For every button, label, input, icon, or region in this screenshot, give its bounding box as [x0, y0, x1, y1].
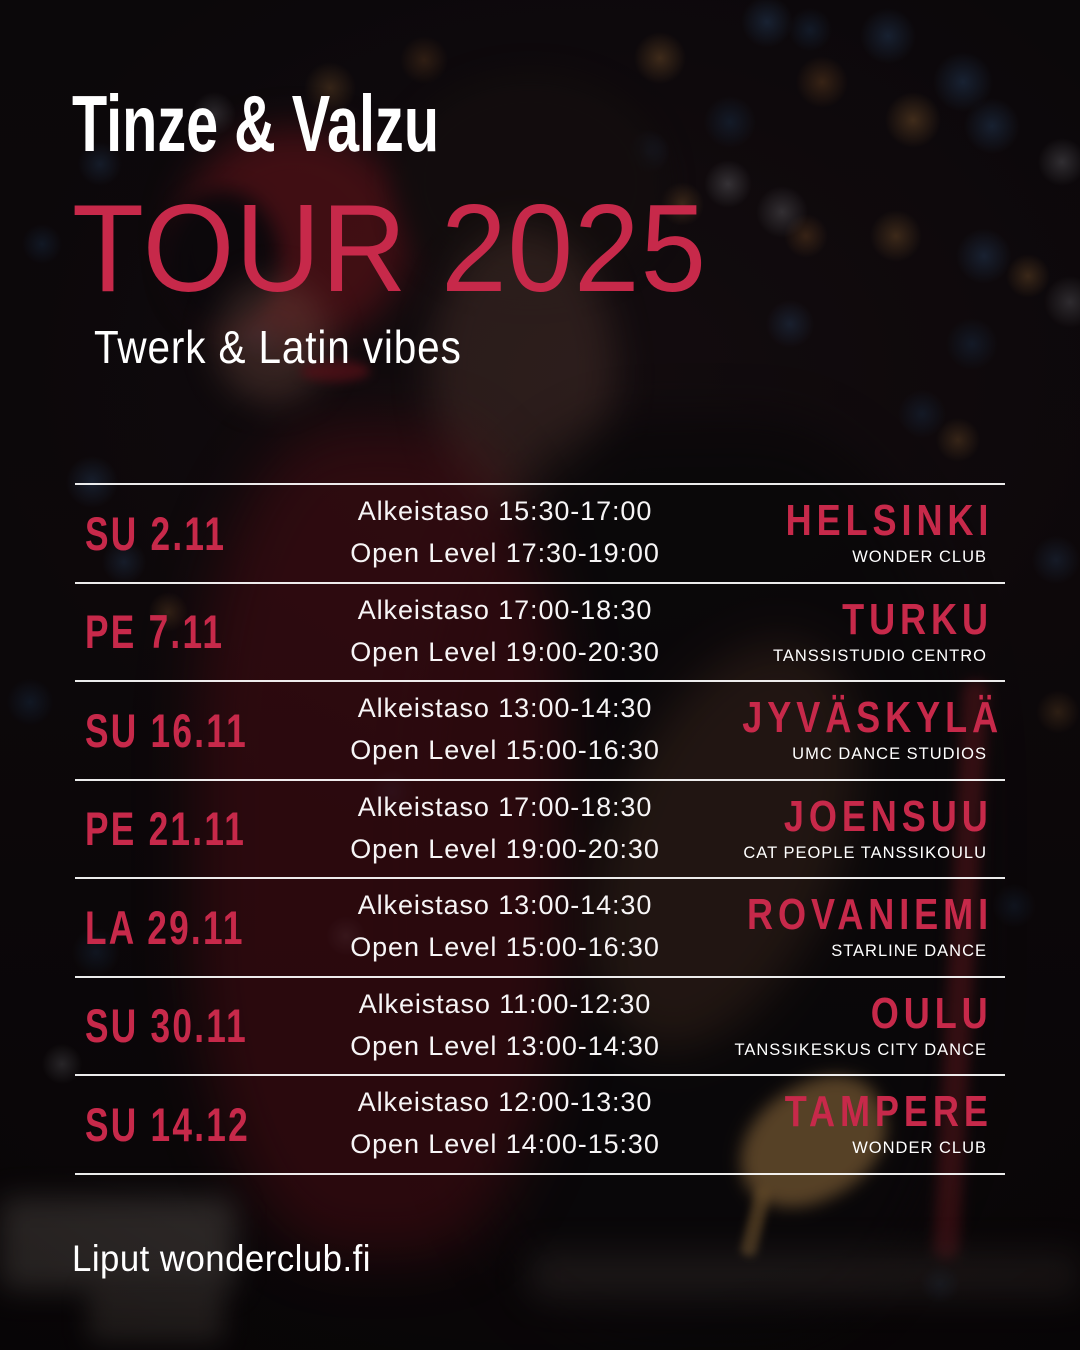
- event-venue: TANSSISTUDIO CENTRO: [773, 646, 987, 665]
- event-date: SU 30.11: [85, 999, 249, 1053]
- event-times: Alkeistaso 17:00-18:30 Open Level 19:00-…: [325, 590, 685, 674]
- event-place: TURKU TANSSISTUDIO CENTRO: [685, 594, 1005, 666]
- event-place: JYVÄSKYLÄ UMC DANCE STUDIOS: [685, 696, 1005, 764]
- schedule-row: LA 29.11 Alkeistaso 13:00-14:30 Open Lev…: [75, 877, 1005, 976]
- tour-title-text: TOUR 2025: [72, 180, 707, 318]
- schedule-row: SU 30.11 Alkeistaso 11:00-12:30 Open Lev…: [75, 975, 1005, 1075]
- event-city: JYVÄSKYLÄ: [742, 693, 1004, 743]
- poster-header: Tinze & Valzu TOUR 2025 Twerk & Latin vi…: [72, 80, 740, 374]
- tour-schedule: SU 2.11 Alkeistaso 15:30-17:00 Open Leve…: [75, 483, 1005, 1175]
- event-venue: CAT PEOPLE TANSSIKOULU: [743, 843, 987, 862]
- event-city: HELSINKI: [785, 496, 993, 546]
- tour-title: TOUR 2025: [72, 180, 740, 318]
- event-times: Alkeistaso 13:00-14:30 Open Level 15:00-…: [325, 885, 685, 969]
- event-time-openlevel: Open Level 19:00-20:30: [350, 636, 660, 667]
- event-time-beginner: Alkeistaso 11:00-12:30: [358, 988, 652, 1019]
- event-time-beginner: Alkeistaso 17:00-18:30: [357, 594, 653, 625]
- event-place: JOENSUU CAT PEOPLE TANSSIKOULU: [685, 791, 1005, 863]
- event-date: PE 21.11: [85, 802, 247, 856]
- event-venue: UMC DANCE STUDIOS: [792, 745, 987, 764]
- event-city: ROVANIEMI: [746, 890, 993, 940]
- event-time-openlevel: Open Level 15:00-16:30: [350, 932, 660, 963]
- artists-title: Tinze & Valzu: [72, 80, 740, 168]
- event-times: Alkeistaso 15:30-17:00 Open Level 17:30-…: [325, 491, 685, 575]
- subtitle-text: Twerk & Latin vibes: [94, 321, 462, 374]
- event-venue: STARLINE DANCE: [831, 942, 987, 961]
- event-venue: WONDER CLUB: [852, 548, 987, 567]
- subtitle: Twerk & Latin vibes: [94, 320, 740, 374]
- artists-title-text: Tinze & Valzu: [72, 79, 440, 168]
- event-place: TAMPERE WONDER CLUB: [685, 1090, 1005, 1158]
- event-time-beginner: Alkeistaso 17:00-18:30: [357, 791, 653, 822]
- event-time-beginner: Alkeistaso 13:00-14:30: [357, 890, 653, 921]
- event-date: SU 2.11: [85, 506, 227, 560]
- event-times: Alkeistaso 12:00-13:30 Open Level 14:00-…: [325, 1082, 685, 1166]
- event-place: HELSINKI WONDER CLUB: [685, 499, 1005, 567]
- event-times: Alkeistaso 11:00-12:30 Open Level 13:00-…: [325, 984, 685, 1068]
- schedule-row: SU 2.11 Alkeistaso 15:30-17:00 Open Leve…: [75, 483, 1005, 582]
- event-time-openlevel: Open Level 19:00-20:30: [350, 833, 660, 864]
- event-time-openlevel: Open Level 14:00-15:30: [350, 1129, 660, 1160]
- event-date: SU 14.12: [85, 1097, 250, 1151]
- event-time-beginner: Alkeistaso 12:00-13:30: [357, 1087, 653, 1118]
- event-times: Alkeistaso 13:00-14:30 Open Level 15:00-…: [325, 688, 685, 772]
- poster-footer: Liput wonderclub.fi: [72, 1238, 390, 1280]
- event-city: OULU: [871, 988, 993, 1038]
- event-place: ROVANIEMI STARLINE DANCE: [685, 893, 1005, 961]
- event-time-openlevel: Open Level 13:00-14:30: [350, 1030, 660, 1061]
- event-venue: TANSSIKESKUS CITY DANCE: [734, 1040, 987, 1059]
- event-venue: WONDER CLUB: [852, 1139, 987, 1158]
- event-place: OULU TANSSIKESKUS CITY DANCE: [685, 988, 1005, 1060]
- schedule-row: SU 16.11 Alkeistaso 13:00-14:30 Open Lev…: [75, 680, 1005, 779]
- event-date: LA 29.11: [85, 900, 245, 954]
- schedule-row: PE 7.11 Alkeistaso 17:00-18:30 Open Leve…: [75, 581, 1005, 681]
- event-date: PE 7.11: [85, 605, 225, 659]
- event-time-openlevel: Open Level 17:30-19:00: [350, 538, 660, 569]
- event-time-beginner: Alkeistaso 15:30-17:00: [357, 496, 653, 527]
- event-time-beginner: Alkeistaso 13:00-14:30: [357, 693, 653, 724]
- event-city: TAMPERE: [784, 1087, 993, 1137]
- schedule-row: SU 14.12 Alkeistaso 12:00-13:30 Open Lev…: [75, 1074, 1005, 1173]
- event-date: SU 16.11: [85, 703, 249, 757]
- event-times: Alkeistaso 17:00-18:30 Open Level 19:00-…: [325, 787, 685, 871]
- tickets-info: Liput wonderclub.fi: [72, 1238, 371, 1279]
- event-city: TURKU: [842, 594, 993, 644]
- event-city: JOENSUU: [784, 791, 993, 841]
- schedule-row: PE 21.11 Alkeistaso 17:00-18:30 Open Lev…: [75, 778, 1005, 878]
- event-time-openlevel: Open Level 15:00-16:30: [350, 735, 660, 766]
